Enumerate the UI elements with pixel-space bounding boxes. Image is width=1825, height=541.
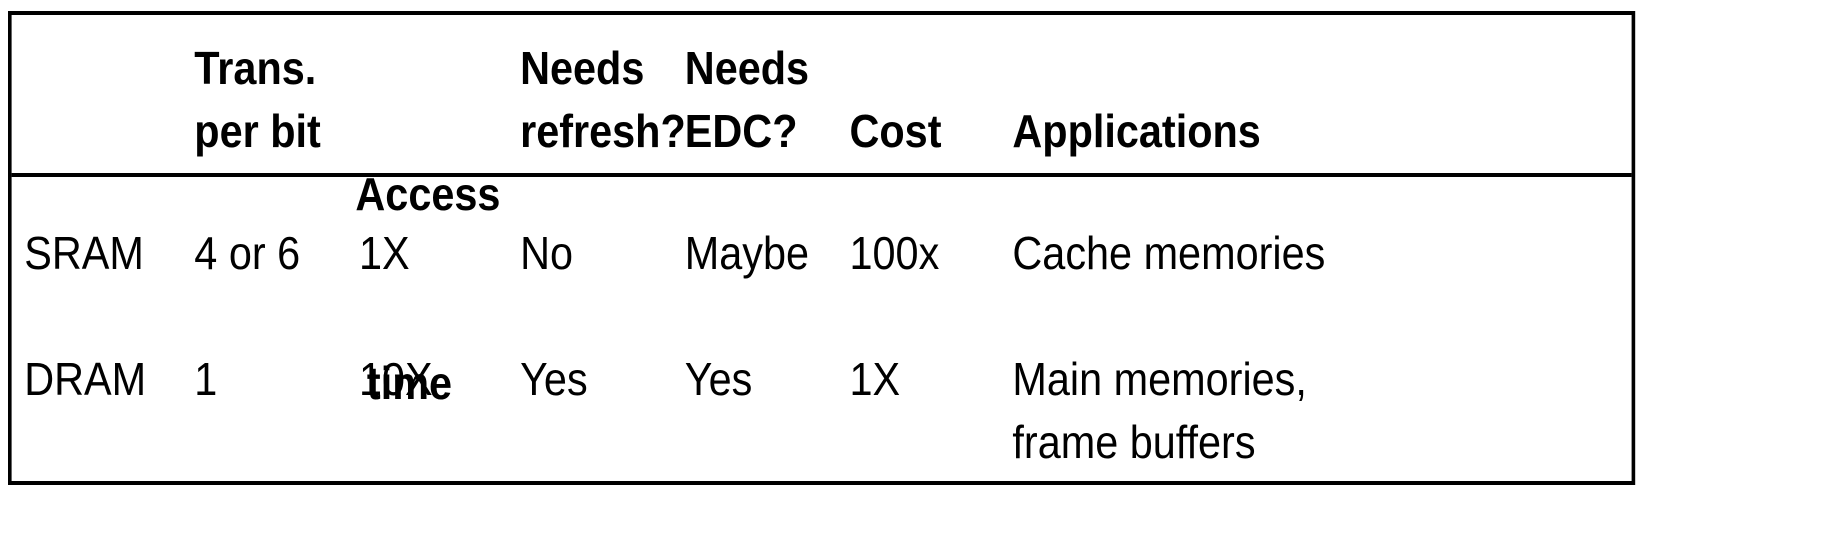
header-trans-per-bit-line2: per bit xyxy=(194,105,321,157)
header-needs-edc-line2: EDC? xyxy=(684,105,798,157)
row-type: DRAM xyxy=(24,353,147,405)
header-cost: Cost xyxy=(849,105,942,157)
row-access-time: 10X xyxy=(359,353,433,405)
row-applications-line1: Main memories, xyxy=(1012,353,1307,405)
row-cost: 100x xyxy=(849,227,940,279)
header-needs-refresh: Needs refresh? xyxy=(520,37,686,163)
memory-comparison-table: Trans. per bit Access time Needs refresh… xyxy=(8,11,1636,485)
row-trans-per-bit: 4 or 6 xyxy=(194,227,301,279)
header-needs-refresh-line1: Needs xyxy=(520,42,645,94)
row-access-time: 1X xyxy=(359,227,410,279)
row-type: SRAM xyxy=(24,227,144,279)
row-needs-refresh: Yes xyxy=(520,353,588,405)
header-trans-per-bit: Trans. per bit xyxy=(194,37,321,163)
row-needs-edc: Maybe xyxy=(684,227,810,279)
header-needs-edc-line1: Needs xyxy=(684,42,810,94)
header-access-time-line2: time xyxy=(355,357,453,409)
header-divider xyxy=(11,173,1632,177)
row-trans-per-bit: 1 xyxy=(194,353,218,405)
row-applications: Cache memories xyxy=(1012,227,1326,279)
header-needs-edc: Needs EDC? xyxy=(685,37,809,163)
row-needs-edc: Yes xyxy=(684,353,753,405)
header-applications: Applications xyxy=(1012,105,1261,157)
row-applications: Main memories, frame buffers xyxy=(1012,348,1306,474)
row-applications-line2: frame buffers xyxy=(1012,416,1256,468)
header-needs-refresh-line2: refresh? xyxy=(520,105,686,157)
header-trans-per-bit-line1: Trans. xyxy=(194,42,317,94)
row-needs-refresh: No xyxy=(520,227,574,279)
row-cost: 1X xyxy=(849,353,901,405)
header-access-time: Access time xyxy=(355,37,500,541)
